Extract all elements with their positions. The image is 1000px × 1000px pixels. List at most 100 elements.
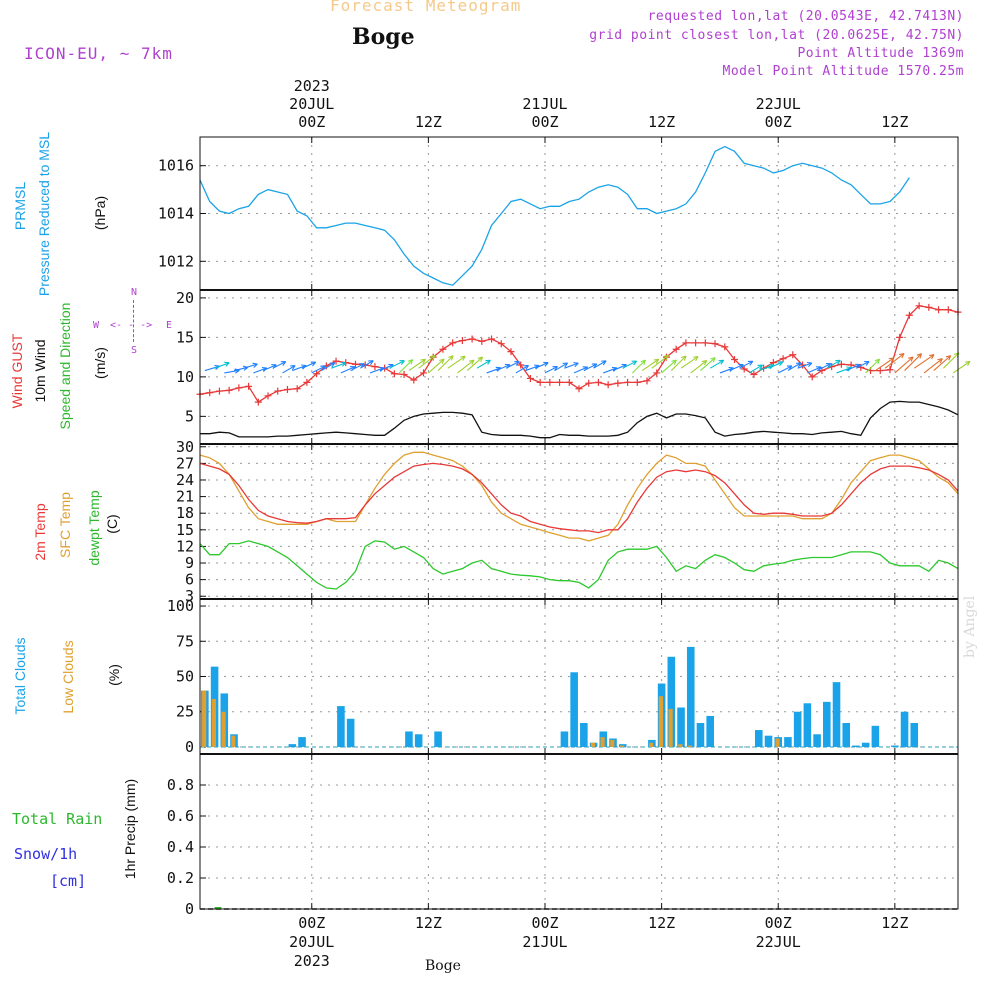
wind-dir-arrowhead	[937, 358, 943, 364]
wind-dir-arrow	[923, 358, 943, 374]
wind-gust-marker	[526, 374, 534, 382]
wind-dir-arrowhead	[693, 355, 699, 362]
wind-dir-arrow	[398, 359, 414, 374]
wind-dir-arrow	[768, 361, 784, 369]
wind-dir-arrow	[301, 361, 316, 369]
wind-dir-arrow	[846, 364, 861, 372]
wind-dir-arrow	[612, 364, 627, 372]
low-cloud-bar	[687, 745, 693, 747]
wind-dir-arrowhead	[523, 364, 529, 370]
wind-gust-marker	[293, 385, 301, 393]
wind-dir-arrow	[651, 354, 669, 369]
wind-dir-arrowhead	[777, 361, 784, 367]
wind-dir-arrow	[389, 360, 405, 369]
wind-dir-arrow	[593, 360, 607, 369]
wind-gust-marker	[779, 355, 787, 363]
wind-gust-marker	[915, 302, 923, 310]
wind-dir-arrow	[466, 356, 483, 371]
wind-gust-marker	[556, 378, 564, 386]
wind-dir-arrowhead	[908, 356, 914, 362]
bottom-time-label: 00Z	[298, 914, 325, 932]
bottom-time-label: 12Z	[881, 914, 908, 932]
wind-gust-marker	[313, 370, 321, 378]
wind-gust-marker	[692, 339, 700, 347]
wind-gust-marker	[837, 360, 845, 368]
total-cloud-bar	[910, 723, 919, 747]
prmsl-line	[199, 145, 910, 286]
total-cloud-bar	[803, 703, 812, 747]
model-name: ICON-EU, ~ 7km	[24, 44, 173, 63]
requested-location: requested lon,lat (20.0543E, 42.7413N)	[647, 9, 964, 24]
wind-gust-marker	[410, 376, 418, 384]
bottom-date-label: 22JUL	[756, 933, 801, 951]
wind-gust-marker	[497, 340, 505, 348]
top-date-label: 21JUL	[522, 95, 567, 113]
wind-gust-marker	[517, 361, 525, 369]
bottom-date-label: 21JUL	[522, 933, 567, 951]
wind-gust-marker	[225, 386, 233, 394]
wind-dir-arrowhead	[929, 354, 935, 360]
total-cloud-bar	[852, 745, 860, 747]
wind-dir-arrow	[573, 366, 588, 374]
wind-gust-marker	[730, 355, 738, 363]
wind-dir-arrowhead	[835, 359, 841, 365]
total-cloud-bar	[823, 701, 831, 747]
wind-dir-arrowhead	[795, 362, 802, 368]
total-cloud-bar	[861, 742, 870, 747]
total-cloud-bar	[337, 706, 345, 747]
wind-gust-marker	[420, 369, 428, 377]
total-cloud-bar	[706, 715, 714, 747]
wind-gust-marker	[876, 367, 884, 375]
chart-title: Forecast Meteogram	[330, 0, 522, 15]
wind-gust-marker	[206, 389, 214, 397]
total-cloud-bar	[298, 737, 306, 747]
wind-dir-arrowhead	[407, 359, 414, 365]
wind-dir-arrowhead	[631, 360, 638, 366]
y-tick-label: 12	[176, 537, 194, 555]
y-tick-label: 10	[176, 368, 194, 386]
y-tick-label: 3	[185, 587, 194, 605]
wind-dir-arrow	[632, 359, 646, 374]
wind-gust-marker	[245, 382, 253, 390]
wind-dir-arrow	[262, 364, 277, 372]
wind-gust-marker	[585, 379, 593, 387]
wind-dir-arrow	[690, 360, 708, 374]
wind-dir-arrow	[777, 365, 793, 374]
wind-gust-marker	[653, 369, 661, 377]
wind-dir-arrowhead	[573, 362, 579, 368]
bottom-time-label: 12Z	[415, 914, 442, 932]
wind-gust-marker	[507, 348, 515, 356]
wind-dir-arrowhead	[663, 354, 669, 361]
wind-dir-arrowhead	[899, 352, 905, 359]
wind-dir-arrow	[253, 367, 268, 374]
wind-dir-arrowhead	[420, 358, 426, 364]
wind-dir-arrow	[437, 355, 454, 371]
wind-dir-arrowhead	[718, 359, 725, 365]
y-tick-label: 0	[185, 738, 194, 756]
wind-dir-arrowhead	[701, 359, 708, 366]
wind-dir-arrow	[739, 360, 754, 369]
wind-dir-arrowhead	[864, 360, 870, 366]
wind-gust-marker	[750, 371, 758, 379]
wind-dir-arrowhead	[806, 361, 813, 367]
wind-dir-arrow	[603, 367, 618, 374]
y-tick-label: 18	[176, 504, 194, 522]
wind-dir-arrow	[340, 366, 356, 374]
wind-gust-marker	[351, 360, 359, 368]
wind-dir-arrow	[564, 362, 579, 369]
wind-dir-arrow	[670, 355, 687, 371]
low-cloud-bar	[600, 737, 605, 747]
bottom-year-label: 2023	[294, 952, 330, 970]
wind-dir-arrow	[369, 367, 385, 374]
wind-gust-marker	[594, 378, 602, 386]
wind-gust-marker	[721, 343, 729, 351]
panel-frame	[199, 753, 959, 910]
wind-gust-marker	[925, 303, 933, 311]
low-cloud-bar	[649, 742, 654, 747]
total-cloud-bar	[871, 725, 880, 747]
wind-gust-marker	[254, 398, 262, 406]
low-cloud-bar	[202, 690, 207, 747]
y-tick-label: 27	[176, 454, 194, 472]
wind-dir-arrow	[292, 364, 307, 372]
